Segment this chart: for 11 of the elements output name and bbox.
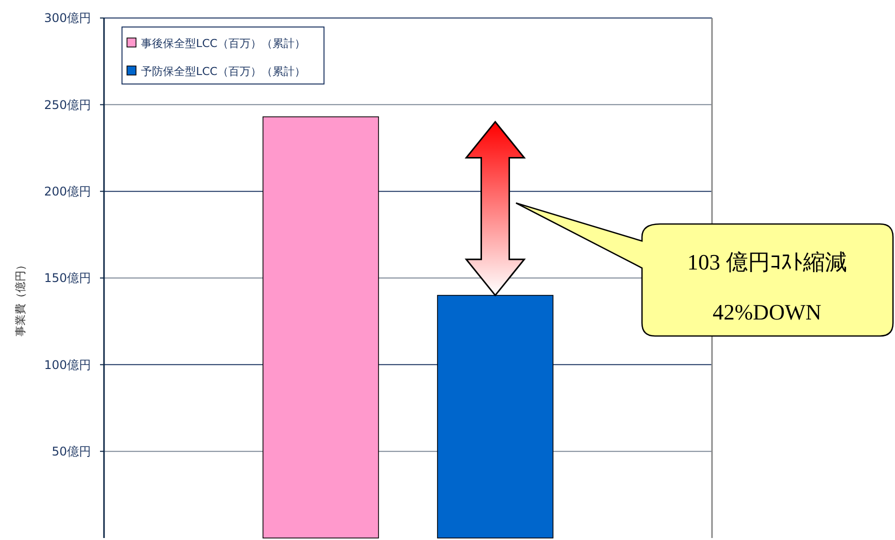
legend-label: 事後保全型LCC（百万）（累計） [141,36,306,50]
y-axis-title: 事業費（億円） [14,260,27,336]
y-tick-label: 300億円 [44,11,91,26]
y-tick-label: 100億円 [44,358,91,372]
text: 42%DOWN [712,300,822,325]
y-tick-label: 50億円 [52,444,91,459]
annotation: 103 億円ｺｽﾄ縮減 [687,250,847,275]
legend-label: 予防保全型LCC（百万）（累計） [141,64,306,78]
y-tick-label: 250億円 [44,98,91,112]
y-tick-label: 150億円 [44,271,91,286]
y-tick-label: 200億円 [44,184,91,199]
